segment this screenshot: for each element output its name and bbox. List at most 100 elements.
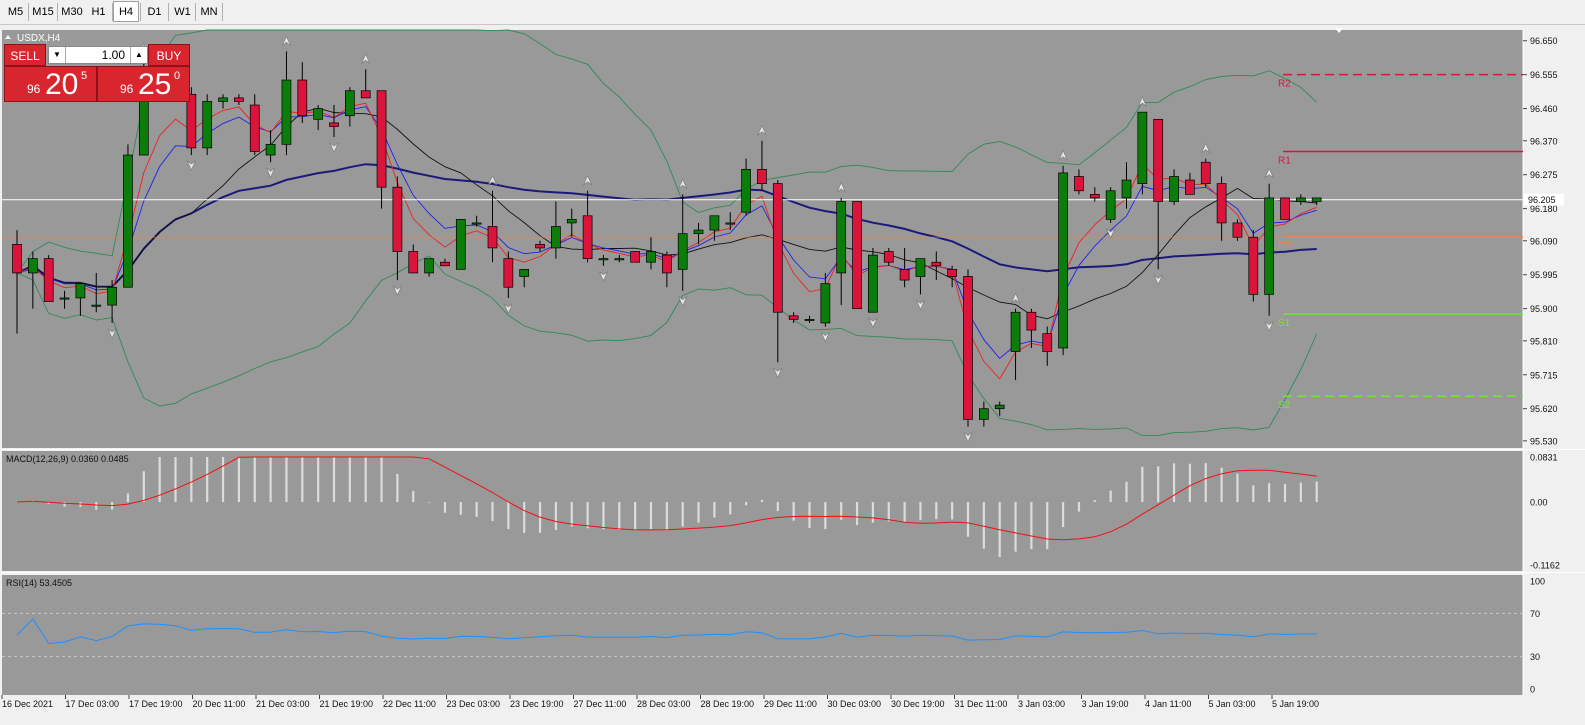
bear-candle — [1185, 179, 1195, 195]
fractal-down-icon — [677, 295, 688, 307]
fractal-down-icon — [186, 160, 197, 171]
buy-price[interactable]: 96 25 0 — [97, 66, 190, 102]
time-axis-label: 20 Dec 11:00 — [193, 699, 246, 709]
bear-candle — [899, 269, 910, 281]
bull-candle — [677, 233, 688, 270]
bear-candle — [1153, 118, 1164, 202]
bear-candle — [661, 254, 672, 274]
buy-button[interactable]: BUY — [148, 44, 190, 66]
bull-candle — [820, 283, 831, 324]
macd-axis-label: 0.0831 — [1530, 453, 1558, 463]
pivot-label-r2: R2 — [1278, 79, 1291, 90]
time-axis-label: 22 Dec 11:00 — [383, 699, 436, 709]
bull-candle — [1137, 111, 1148, 184]
bear-candle — [883, 251, 894, 263]
bear-candle — [1248, 236, 1259, 295]
bull-candle — [725, 222, 736, 225]
sell-button[interactable]: SELL — [4, 44, 46, 66]
bull-candle — [978, 408, 989, 420]
fractal-down-icon — [1153, 274, 1163, 286]
tab-m30[interactable]: M30 — [61, 6, 83, 18]
bull-candle — [709, 215, 720, 231]
bear-candle — [1089, 193, 1100, 199]
fractal-up-icon — [1058, 150, 1068, 161]
price-tick-label: 96.650 — [1530, 36, 1558, 46]
price-tick-label: 95.995 — [1530, 270, 1558, 280]
macd-pane-background — [2, 451, 1523, 571]
bull-candle — [519, 269, 530, 277]
bear-candle — [963, 276, 973, 420]
bear-candle — [186, 93, 197, 149]
bull-candle — [313, 108, 323, 120]
sell-price[interactable]: 96 20 5 — [4, 66, 97, 102]
bull-candle — [1264, 197, 1275, 295]
rsi-axis-label: 100 — [1530, 577, 1545, 587]
rsi-axis-label: 0 — [1530, 685, 1535, 695]
time-axis-label: 31 Dec 11:00 — [955, 699, 1008, 709]
lot-size-field[interactable]: ▼ 1.00 ▲ — [48, 46, 148, 64]
time-axis-label: 17 Dec 03:00 — [66, 699, 120, 709]
time-axis-label: 28 Dec 03:00 — [637, 699, 691, 709]
toolbar-separator — [112, 3, 113, 21]
time-axis-label: 4 Jan 11:00 — [1145, 699, 1191, 709]
bear-candle — [503, 258, 514, 288]
bear-candle — [1216, 183, 1227, 224]
fractal-up-icon — [1201, 142, 1211, 154]
fractal-up-icon — [1264, 167, 1274, 179]
bull-candle — [551, 226, 561, 249]
fractal-up-icon — [757, 125, 767, 136]
bull-candle — [281, 79, 292, 145]
buy-price-small: 96 — [120, 82, 134, 96]
tab-h4[interactable]: H4 — [113, 1, 139, 22]
bull-candle — [646, 251, 656, 263]
price-tick-label: 95.715 — [1530, 370, 1558, 380]
sell-price-sup: 5 — [81, 70, 88, 82]
bull-candle — [1121, 179, 1132, 199]
bull-candle — [741, 168, 751, 213]
toolbar-separator — [195, 3, 196, 21]
time-axis-label: 16 Dec 2021 — [2, 699, 53, 709]
fractal-up-icon — [1010, 292, 1021, 304]
bull-candle — [836, 201, 847, 274]
tab-d1[interactable]: D1 — [147, 6, 162, 18]
price-chart[interactable]: 96.650 96.555 96.460 96.370 96.275 96.180 96.0… — [0, 26, 1585, 725]
tab-mn[interactable]: MN — [200, 6, 218, 18]
tab-w1[interactable]: W1 — [174, 6, 191, 18]
bear-candle — [1042, 333, 1053, 352]
bear-candle — [297, 79, 308, 117]
macd-axis-label: 0.00 — [1530, 498, 1548, 508]
tab-m5[interactable]: M5 — [7, 6, 24, 18]
bear-candle — [408, 251, 419, 274]
time-axis-label: 23 Dec 19:00 — [510, 699, 564, 709]
fractal-down-icon — [107, 328, 117, 339]
lot-decrease-icon[interactable]: ▼ — [49, 47, 66, 63]
price-tick-label: 96.275 — [1530, 170, 1558, 180]
bull-candle — [265, 143, 276, 156]
pivot-label-s1: S1 — [1278, 318, 1291, 329]
rsi-title: RSI(14) 53.4505 — [6, 578, 72, 588]
toolbar-separator — [28, 3, 29, 21]
bull-candle — [455, 219, 466, 270]
bull-candle — [471, 222, 482, 225]
tab-h1[interactable]: H1 — [91, 6, 106, 18]
lot-increase-icon[interactable]: ▲ — [130, 47, 147, 63]
price-tick-label: 96.460 — [1530, 104, 1558, 114]
fractal-up-icon — [677, 178, 688, 190]
bull-candle — [91, 304, 102, 307]
pivot-label-pp: PP — [1278, 241, 1292, 252]
macd-title: MACD(12,26,9) 0.0360 0.0485 — [6, 454, 129, 464]
bear-candle — [931, 261, 942, 267]
toolbar-separator — [222, 3, 223, 21]
lot-value[interactable]: 1.00 — [101, 48, 125, 62]
tab-m15[interactable]: M15 — [32, 6, 54, 18]
bull-candle — [218, 97, 228, 102]
time-axis-label: 28 Dec 19:00 — [701, 699, 755, 709]
fractal-down-icon — [820, 331, 831, 343]
bull-candle — [75, 283, 86, 299]
macd-axis-label: -0.1162 — [1530, 561, 1560, 571]
time-axis-label: 21 Dec 19:00 — [320, 699, 374, 709]
bull-candle — [994, 404, 1005, 410]
price-tick-label: 95.530 — [1530, 436, 1558, 446]
bull-candle — [1058, 172, 1068, 349]
price-tick-label: 96.180 — [1530, 204, 1558, 214]
